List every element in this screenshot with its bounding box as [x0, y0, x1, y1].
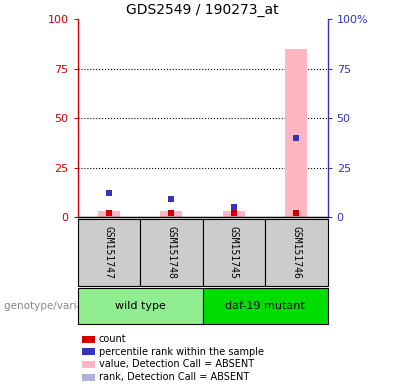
- Text: daf-19 mutant: daf-19 mutant: [225, 301, 305, 311]
- Title: GDS2549 / 190273_at: GDS2549 / 190273_at: [126, 3, 279, 17]
- Text: count: count: [99, 334, 126, 344]
- Text: GSM151746: GSM151746: [291, 226, 302, 279]
- Text: value, Detection Call = ABSENT: value, Detection Call = ABSENT: [99, 359, 254, 369]
- Bar: [160, 211, 182, 217]
- Bar: [98, 211, 120, 217]
- Bar: [286, 49, 307, 217]
- Text: rank, Detection Call = ABSENT: rank, Detection Call = ABSENT: [99, 372, 249, 382]
- Text: GSM151747: GSM151747: [104, 226, 114, 279]
- Text: GSM151745: GSM151745: [229, 226, 239, 279]
- Bar: [223, 211, 245, 217]
- Text: wild type: wild type: [115, 301, 165, 311]
- Text: GSM151748: GSM151748: [166, 226, 176, 279]
- Text: percentile rank within the sample: percentile rank within the sample: [99, 347, 264, 357]
- Text: genotype/variation ▶: genotype/variation ▶: [4, 301, 115, 311]
